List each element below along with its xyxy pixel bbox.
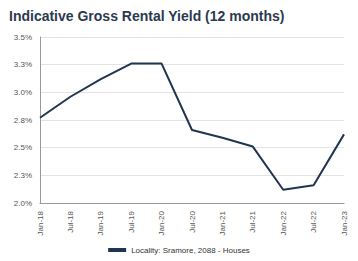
svg-text:Locality: Sramore, 2088 - Hous: Locality: Sramore, 2088 - Houses <box>131 246 250 255</box>
svg-text:Jul-18: Jul-18 <box>66 210 75 232</box>
svg-text:2.3%: 2.3% <box>14 171 32 180</box>
svg-text:3.0%: 3.0% <box>14 88 32 97</box>
svg-text:Jan-19: Jan-19 <box>96 210 105 235</box>
svg-text:Jul-21: Jul-21 <box>248 210 257 232</box>
svg-text:2.5%: 2.5% <box>14 143 32 152</box>
svg-text:Jul-20: Jul-20 <box>188 210 197 232</box>
svg-text:Jul-22: Jul-22 <box>309 210 318 232</box>
svg-text:2.0%: 2.0% <box>14 199 32 208</box>
svg-text:Jan-18: Jan-18 <box>36 210 45 235</box>
svg-text:Jan-23: Jan-23 <box>340 210 349 235</box>
svg-text:Jan-22: Jan-22 <box>279 210 288 235</box>
svg-text:Jan-20: Jan-20 <box>157 210 166 235</box>
svg-text:Indicative Gross Rental Yield: Indicative Gross Rental Yield (12 months… <box>9 8 284 24</box>
svg-text:3.3%: 3.3% <box>14 60 32 69</box>
svg-text:Jul-19: Jul-19 <box>127 210 136 232</box>
svg-text:Jan-21: Jan-21 <box>218 210 227 235</box>
svg-text:3.5%: 3.5% <box>14 33 32 42</box>
svg-text:2.8%: 2.8% <box>14 116 32 125</box>
